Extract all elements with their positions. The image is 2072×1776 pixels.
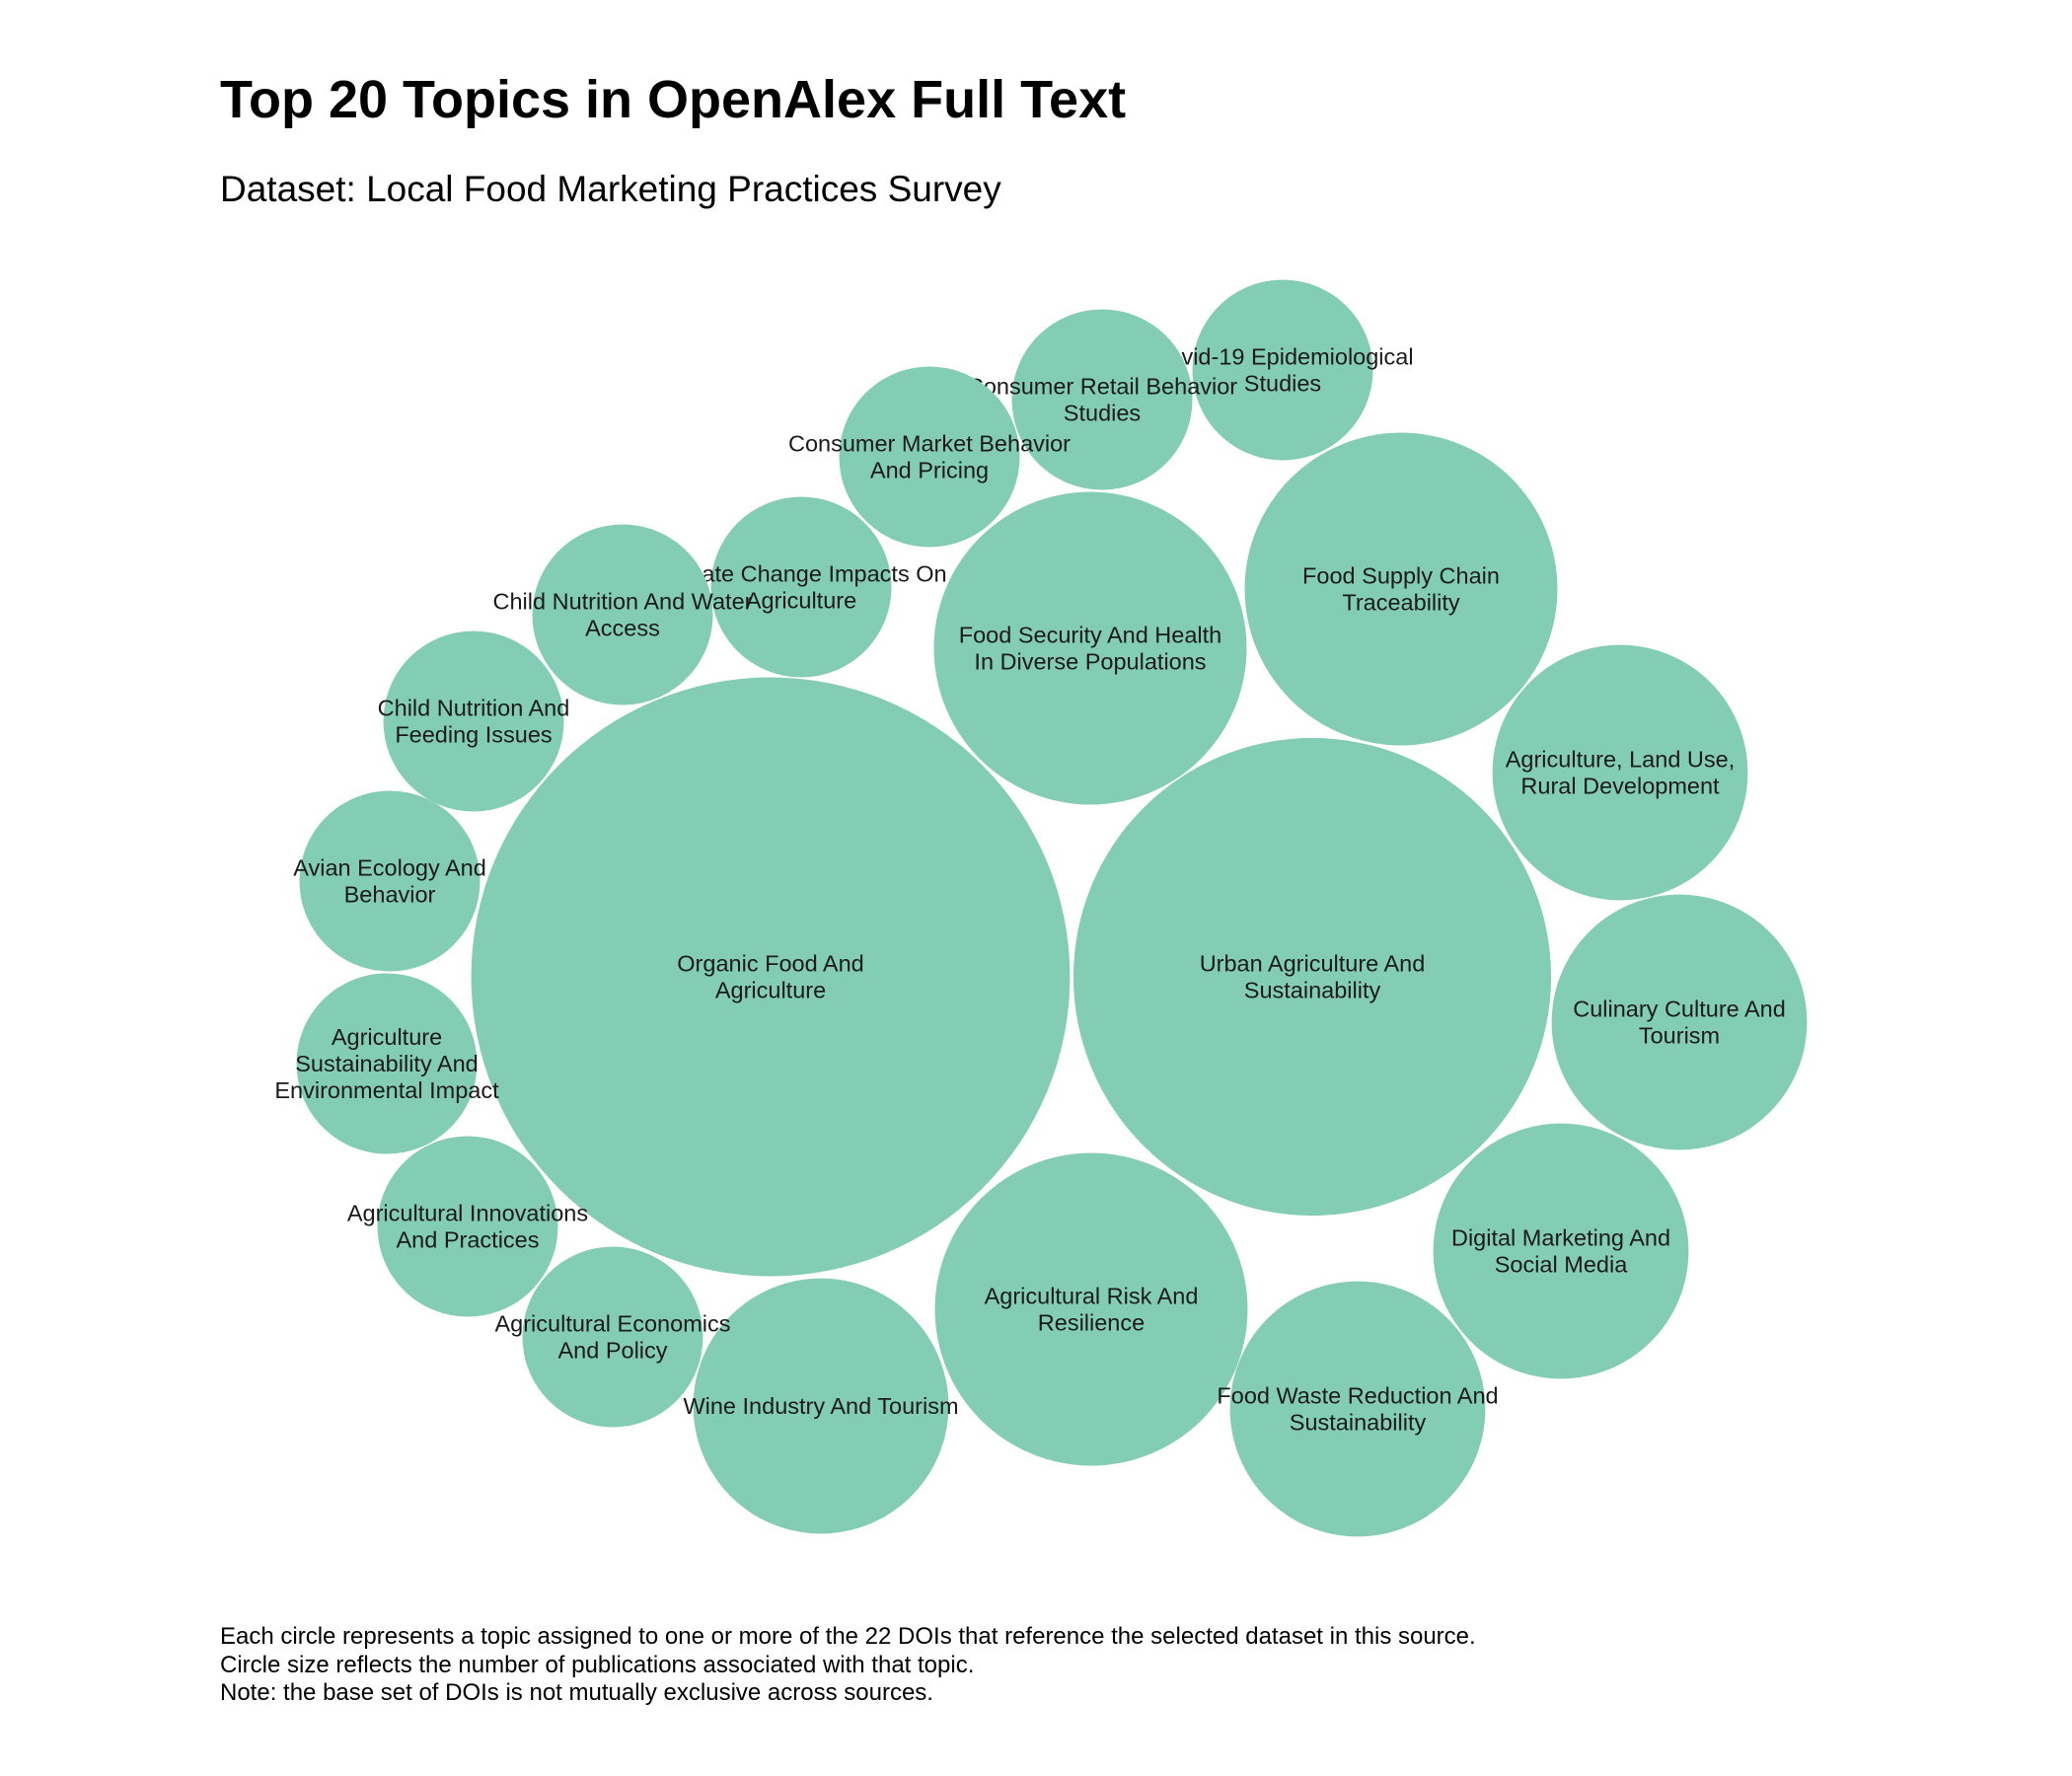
bubble-label: Sustainability bbox=[1244, 978, 1381, 1003]
bubble-circle[interactable] bbox=[471, 677, 1071, 1277]
bubble-label: Agriculture bbox=[715, 978, 826, 1003]
bubble-label: Culinary Culture And bbox=[1573, 997, 1786, 1022]
bubble-circle[interactable] bbox=[839, 366, 1020, 548]
bubble-label: And Pricing bbox=[870, 458, 989, 483]
bubble-label: Wine Industry And Tourism bbox=[683, 1393, 958, 1419]
chart-title: Top 20 Topics in OpenAlex Full Text bbox=[220, 70, 1127, 129]
bubble-label: Child Nutrition And bbox=[378, 696, 570, 721]
bubble-circle[interactable] bbox=[383, 630, 564, 812]
bubble-label: Feeding Issues bbox=[395, 722, 552, 748]
bubble-circle[interactable] bbox=[1244, 432, 1558, 746]
bubble-label: Behavior bbox=[344, 882, 436, 908]
bubble-label: Agricultural Risk And bbox=[985, 1284, 1199, 1309]
bubble-wine-industry-and-tourism[interactable]: Wine Industry And Tourism bbox=[683, 1278, 959, 1534]
bubble-circle[interactable] bbox=[296, 973, 478, 1154]
footnote-line-3: Note: the base set of DOIs is not mutual… bbox=[220, 1679, 933, 1706]
bubble-label: Child Nutrition And Water bbox=[493, 589, 753, 615]
bubble-circle[interactable] bbox=[1073, 737, 1552, 1217]
bubble-circle[interactable] bbox=[522, 1246, 703, 1428]
bubble-label: Agriculture, Land Use, bbox=[1506, 747, 1736, 773]
bubble-label: Tourism bbox=[1639, 1023, 1720, 1049]
bubble-label: Sustainability And bbox=[295, 1051, 479, 1076]
footnote: Each circle represents a topic assigned … bbox=[220, 1623, 1476, 1708]
bubble-label: Agriculture bbox=[332, 1024, 442, 1050]
bubble-label: Food Security And Health bbox=[959, 623, 1222, 648]
bubble-label: Agricultural Innovations bbox=[347, 1201, 588, 1226]
bubble-label: Urban Agriculture And bbox=[1200, 951, 1426, 977]
bubble-label: Access bbox=[585, 616, 660, 641]
bubble-circle[interactable] bbox=[693, 1278, 949, 1534]
bubble-label: And Practices bbox=[397, 1227, 540, 1253]
bubble-label: Avian Ecology And bbox=[293, 855, 486, 881]
bubble-circle[interactable] bbox=[1551, 894, 1808, 1150]
bubble-circle[interactable] bbox=[377, 1136, 558, 1317]
chart-subtitle: Dataset: Local Food Marketing Practices … bbox=[220, 169, 1001, 209]
footnote-line-1: Each circle represents a topic assigned … bbox=[220, 1623, 1476, 1650]
bubble-label: Food Waste Reduction And bbox=[1217, 1383, 1498, 1409]
bubble-label: Agriculture bbox=[746, 588, 856, 614]
bubble-agriculture-land-use-rural-development[interactable]: Agriculture, Land Use,Rural Development bbox=[1492, 644, 1748, 901]
bubble-label: Social Media bbox=[1495, 1252, 1628, 1278]
bubble-label: Traceability bbox=[1342, 590, 1460, 616]
bubble-label: Rural Development bbox=[1520, 774, 1720, 799]
bubble-label: Organic Food And bbox=[677, 951, 863, 977]
bubble-label: Studies bbox=[1064, 401, 1141, 426]
bubble-label: In Diverse Populations bbox=[974, 649, 1206, 675]
bubble-label: Food Supply Chain bbox=[1302, 563, 1500, 589]
bubble-circle[interactable] bbox=[1011, 309, 1193, 490]
bubble-circle[interactable] bbox=[1192, 279, 1373, 461]
bubble-label: Digital Marketing And bbox=[1451, 1225, 1670, 1251]
bubble-label: And Policy bbox=[557, 1338, 667, 1364]
bubble-circle[interactable] bbox=[934, 1152, 1248, 1466]
footnote-line-2: Circle size reflects the number of publi… bbox=[220, 1651, 975, 1678]
bubble-label: Covid-19 Epidemiological bbox=[1151, 344, 1413, 370]
bubble-circle[interactable] bbox=[1492, 644, 1748, 901]
bubble-circle[interactable] bbox=[710, 496, 892, 678]
bubble-label: Environmental Impact bbox=[274, 1077, 499, 1103]
bubble-label: Agricultural Economics bbox=[494, 1311, 730, 1337]
bubble-label: Consumer Retail Behavior bbox=[967, 374, 1237, 400]
bubble-label: Studies bbox=[1244, 371, 1321, 397]
bubble-circle[interactable] bbox=[933, 491, 1247, 805]
bubble-label: Resilience bbox=[1038, 1310, 1145, 1336]
bubble-circle[interactable] bbox=[1433, 1123, 1689, 1379]
bubble-label: Sustainability bbox=[1290, 1410, 1427, 1436]
bubble-label: Consumer Market Behavior bbox=[788, 431, 1071, 457]
bubble-circle[interactable] bbox=[1229, 1281, 1486, 1537]
bubble-circle[interactable] bbox=[299, 790, 481, 972]
bubble-circle[interactable] bbox=[532, 524, 713, 705]
